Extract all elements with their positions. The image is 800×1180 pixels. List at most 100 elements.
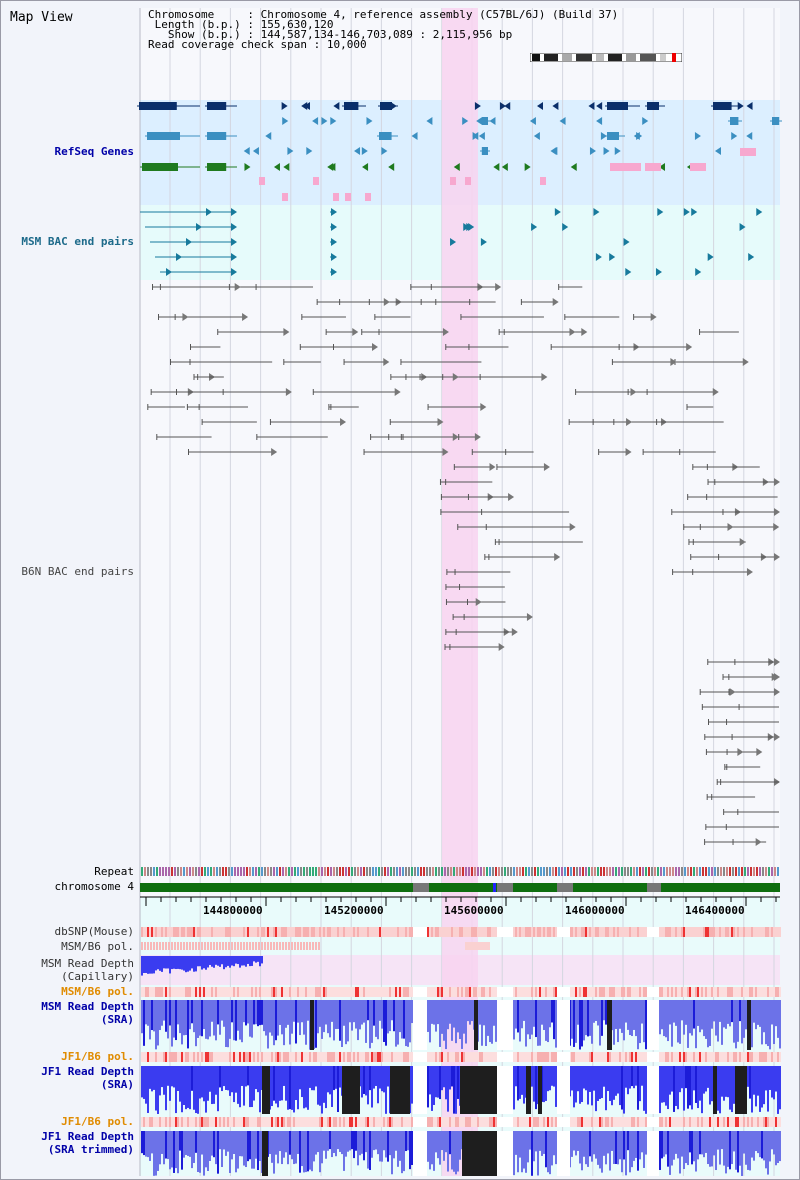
read-depth-bar (695, 1131, 697, 1172)
polymorphism-bin (359, 1117, 361, 1127)
length-key: Length (b.p.) (154, 18, 241, 31)
read-depth-bar (297, 1000, 299, 1023)
polymorphism-bin (685, 1052, 687, 1062)
polymorphism-bin (773, 1052, 775, 1062)
read-depth-bar (165, 1000, 167, 1032)
polymorphism-bin (293, 1052, 295, 1062)
polymorphism-bin (489, 927, 491, 937)
read-depth-bar (429, 1066, 431, 1095)
repeat-element (768, 867, 770, 876)
polymorphism-bin (371, 927, 373, 937)
polymorphism-bin (715, 927, 717, 937)
read-depth-bar (403, 1000, 405, 1039)
polymorphism-bin (341, 927, 343, 937)
chromosome-ideogram[interactable] (530, 53, 682, 62)
read-depth-bar (719, 1066, 721, 1114)
read-depth-bar (343, 1000, 345, 1026)
repeat-element (777, 867, 779, 876)
polymorphism-bin (763, 987, 765, 997)
polymorphism-bin (603, 927, 605, 937)
read-depth-bar (679, 1066, 681, 1093)
polymorphism-bin (207, 1117, 209, 1127)
read-depth-bar (151, 1131, 153, 1154)
polymorphism-bin (293, 1117, 295, 1127)
read-depth-bar (555, 1131, 557, 1165)
polymorphism-bin (323, 1052, 325, 1062)
label-chromosome: chromosome 4 (54, 880, 134, 893)
polymorphism-bin (369, 1117, 371, 1127)
read-depth-bar (397, 1131, 399, 1167)
read-depth-bar (555, 1000, 557, 1048)
repeat-element (162, 867, 164, 876)
polymorphism-bin (197, 1117, 199, 1127)
read-depth-bar (189, 1066, 191, 1110)
read-depth-bar (775, 1000, 777, 1027)
sequence-gap (413, 1117, 427, 1127)
read-depth-bar (229, 956, 231, 968)
polymorphism-bin (195, 927, 197, 937)
polymorphism-bin (531, 987, 533, 997)
read-depth-bar (487, 1000, 489, 1036)
repeat-element (699, 867, 701, 876)
repeat-element (663, 867, 665, 876)
read-depth-bar (241, 1066, 243, 1086)
polymorphism-bin (407, 1052, 409, 1062)
polymorphism-bin (277, 1052, 279, 1062)
read-depth-bar (777, 1066, 779, 1114)
polymorphism-bin (539, 1052, 541, 1062)
read-depth-bar (239, 1000, 241, 1040)
read-depth-bar (759, 1066, 761, 1112)
polymorphism-bin (535, 927, 537, 937)
read-depth-bar (353, 1131, 355, 1159)
polymorphism-bin (141, 927, 143, 937)
chromosome-key: Chromosome (148, 8, 215, 21)
polymorphism-bin (535, 987, 537, 997)
b6n-bac-end (712, 388, 719, 396)
polymorphism-bin (473, 927, 475, 937)
polymorphism-bin (733, 1052, 735, 1062)
polymorphism-bin (763, 1052, 765, 1062)
polymorphism-bin (605, 987, 607, 997)
read-depth-bar (429, 1131, 431, 1170)
polymorphism-bin (181, 927, 183, 937)
polymorphism-bin (395, 927, 397, 937)
polymorphism-bin (319, 1117, 321, 1127)
read-depth-bar (213, 1131, 215, 1158)
polymorphism-bin (749, 1052, 751, 1062)
read-depth-bar (709, 1131, 711, 1167)
polymorphism-bin (279, 1052, 281, 1062)
read-depth-bar (389, 1000, 391, 1032)
repeat-element (660, 867, 662, 876)
polymorphism-bin (199, 1117, 201, 1127)
b6n-bac-end (774, 478, 780, 486)
read-depth-bar (205, 956, 207, 970)
read-depth-bar (717, 1000, 719, 1042)
b6n-bac-end (742, 358, 749, 366)
polymorphism-bin (144, 942, 146, 950)
polymorphism-bin (373, 1117, 375, 1127)
polymorphism-bin (581, 927, 583, 937)
polymorphism-bin (737, 987, 739, 997)
polymorphism-bin (429, 927, 431, 937)
read-depth-bar (599, 1000, 601, 1046)
polymorphism-bin (313, 987, 315, 997)
msm-bac-end (562, 223, 569, 231)
polymorphism-bin (633, 1052, 635, 1062)
polymorphism-bin (289, 1052, 291, 1062)
polymorphism-bin (479, 987, 481, 997)
polymorphism-bin (607, 1117, 609, 1127)
refseq-pseudogene (645, 163, 661, 171)
polymorphism-bin (457, 927, 459, 937)
read-depth-bar (363, 1000, 365, 1023)
polymorphism-bin (373, 927, 375, 937)
read-depth-bar (233, 1066, 235, 1103)
read-depth-bar (145, 956, 147, 973)
polymorphism-bin (337, 1117, 339, 1127)
polymorphism-bin (235, 1117, 237, 1127)
read-depth-bar (179, 1000, 181, 1034)
repeat-element (444, 867, 446, 876)
polymorphism-bin (167, 927, 169, 937)
read-depth-bar (153, 1000, 155, 1032)
polymorphism-bin (599, 1117, 601, 1127)
